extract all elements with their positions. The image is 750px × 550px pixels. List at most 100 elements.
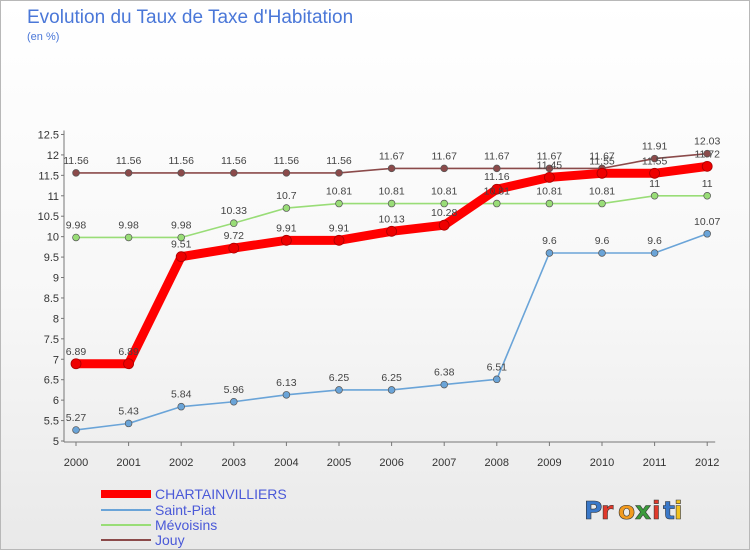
x-tick-label: 2011 xyxy=(643,457,667,469)
data-point xyxy=(230,169,238,177)
data-point xyxy=(703,192,711,200)
x-tick-label: 2002 xyxy=(169,457,193,469)
data-point xyxy=(124,419,133,428)
y-tick-label: 8 xyxy=(53,313,59,325)
data-point xyxy=(387,386,396,394)
unit-label: (en %) xyxy=(27,31,60,43)
data-label: 11.67 xyxy=(589,150,615,162)
x-tick-label: 2006 xyxy=(379,457,403,469)
data-point xyxy=(544,171,555,183)
data-label: 6.89 xyxy=(118,346,139,358)
data-label: 10.81 xyxy=(326,186,352,198)
data-point xyxy=(72,233,80,242)
y-tick-label: 10.5 xyxy=(38,211,59,223)
data-label: 10.33 xyxy=(221,205,247,217)
x-tick-label: 2009 xyxy=(537,457,561,469)
data-label: 11.67 xyxy=(484,150,510,162)
data-label: 5.43 xyxy=(118,405,139,417)
data-point xyxy=(387,164,396,173)
data-point xyxy=(282,204,291,212)
data-point xyxy=(440,164,448,173)
data-point xyxy=(124,233,133,242)
data-point xyxy=(440,380,448,389)
data-point xyxy=(493,199,501,208)
data-point xyxy=(282,391,291,399)
data-label: 6.51 xyxy=(487,361,508,373)
data-point xyxy=(650,154,659,163)
data-label: 6.13 xyxy=(276,377,297,389)
x-tick-label: 2007 xyxy=(432,457,456,469)
data-label: 9.98 xyxy=(171,219,192,231)
data-label: 11.56 xyxy=(274,155,300,167)
legend-label: Saint-Piat xyxy=(155,502,216,518)
data-label: 11.56 xyxy=(326,155,352,167)
data-point xyxy=(386,225,398,237)
logo-letter: x xyxy=(635,496,651,525)
logo-letter: o xyxy=(618,496,635,525)
data-label: 11.56 xyxy=(63,155,89,167)
x-tick-label: 2004 xyxy=(274,457,298,469)
data-label: 11.56 xyxy=(168,155,194,167)
data-point xyxy=(177,169,185,177)
data-point xyxy=(230,219,238,227)
y-tick-label: 11.5 xyxy=(38,170,59,182)
y-tick-label: 7 xyxy=(53,354,59,366)
data-label: 11.45 xyxy=(537,159,563,171)
data-label: 9.91 xyxy=(329,222,350,234)
y-tick-label: 12 xyxy=(47,150,59,162)
data-point xyxy=(649,167,660,179)
y-tick-label: 9 xyxy=(53,273,59,285)
data-label: 12.03 xyxy=(694,136,720,148)
data-label: 9.98 xyxy=(66,219,87,231)
legend-label: CHARTAINVILLIERS xyxy=(155,486,287,502)
y-tick-label: 11 xyxy=(48,191,59,203)
y-tick-label: 5.5 xyxy=(44,416,59,428)
x-tick-label: 2010 xyxy=(590,457,614,469)
data-point xyxy=(440,199,448,208)
data-label: 10.81 xyxy=(484,186,510,198)
data-point xyxy=(598,249,606,257)
data-label: 10.81 xyxy=(431,186,457,198)
y-tick-label: 5 xyxy=(53,436,59,448)
y-tick-label: 10 xyxy=(47,232,59,244)
x-tick-label: 2008 xyxy=(485,457,509,469)
data-label: 9.91 xyxy=(276,222,297,234)
data-label: 11.67 xyxy=(431,150,457,162)
data-label: 5.27 xyxy=(66,412,87,424)
data-label: 6.25 xyxy=(329,372,350,384)
data-point xyxy=(493,164,501,173)
data-label: 10.28 xyxy=(431,207,457,219)
y-tick-label: 8.5 xyxy=(44,293,59,305)
data-point xyxy=(335,199,343,208)
data-point xyxy=(123,358,134,370)
legend-label: Jouy xyxy=(155,532,185,548)
data-label: 11.56 xyxy=(116,155,142,167)
data-label: 5.84 xyxy=(171,389,192,401)
data-label: 5.96 xyxy=(224,384,245,396)
data-label: 10.13 xyxy=(378,213,404,225)
data-label: 11.91 xyxy=(642,141,668,153)
data-point xyxy=(335,386,343,394)
data-label: 11.72 xyxy=(694,148,720,160)
data-label: 11 xyxy=(649,178,660,190)
y-tick-label: 12.5 xyxy=(38,129,59,141)
data-point xyxy=(70,358,82,370)
data-point xyxy=(650,249,659,257)
data-label: 6.38 xyxy=(434,367,455,379)
data-label: 9.72 xyxy=(224,230,245,242)
data-label: 11.55 xyxy=(642,155,668,167)
logo-letter: r xyxy=(601,496,614,525)
data-point xyxy=(282,169,291,177)
x-tick-label: 2012 xyxy=(695,457,719,469)
data-point xyxy=(175,251,187,263)
data-point xyxy=(545,164,554,173)
data-point xyxy=(438,219,450,231)
logo-letter: t xyxy=(663,496,675,525)
data-point xyxy=(545,249,554,257)
data-label: 10.81 xyxy=(589,186,615,198)
data-label: 10.81 xyxy=(536,186,562,198)
data-point xyxy=(493,375,501,384)
data-point xyxy=(333,234,345,246)
